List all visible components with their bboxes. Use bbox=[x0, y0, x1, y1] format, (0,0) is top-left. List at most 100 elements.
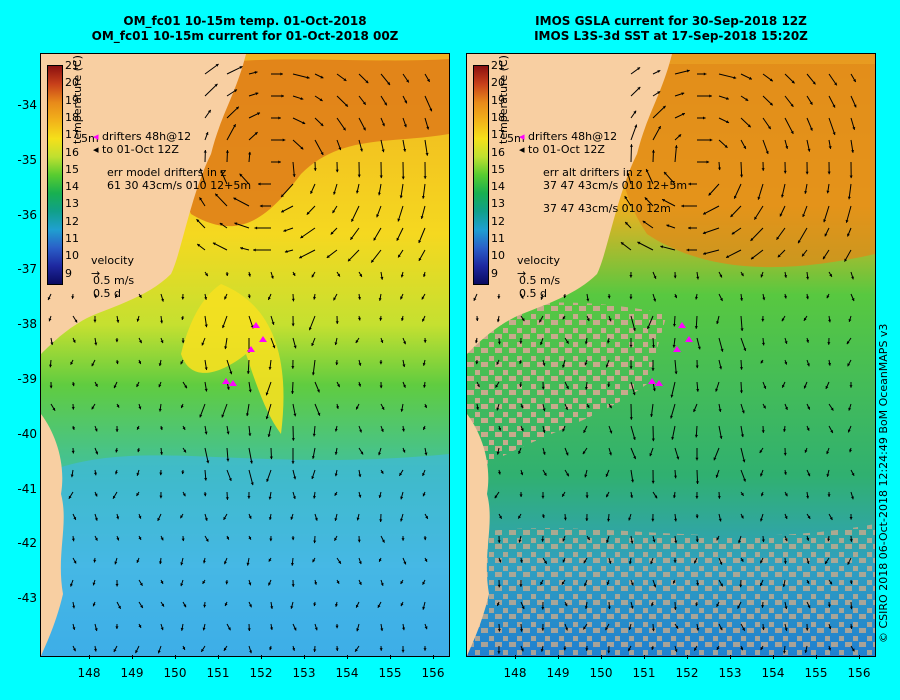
current-vector-head bbox=[688, 226, 691, 230]
current-vector-head bbox=[851, 276, 854, 280]
current-vector-head bbox=[605, 364, 609, 368]
current-vector-head bbox=[334, 428, 338, 432]
current-vector-head bbox=[335, 625, 339, 629]
current-vector-head bbox=[718, 409, 722, 412]
current-vector-head bbox=[71, 383, 75, 387]
right-map-panel[interactable]: 21 20 19 18 17 16 15 14 13 12 11 10 9 temperature (C… bbox=[466, 53, 876, 657]
current-vector-head bbox=[201, 342, 205, 346]
current-vector-head bbox=[658, 126, 661, 130]
current-vector-head bbox=[204, 367, 208, 370]
current-vector-head bbox=[160, 627, 164, 631]
right-land-mass bbox=[467, 54, 672, 354]
current-vector-head bbox=[400, 496, 404, 500]
current-vector-head bbox=[93, 319, 97, 323]
current-vector bbox=[204, 63, 219, 75]
x-axis-label: 149 bbox=[120, 666, 144, 680]
current-vector-head bbox=[645, 169, 649, 173]
current-vector-head bbox=[326, 255, 330, 258]
current-vector bbox=[248, 447, 253, 464]
current-vector-head bbox=[541, 386, 545, 390]
current-vector-head bbox=[519, 494, 523, 497]
current-vector-head bbox=[204, 297, 208, 300]
current-vector-head bbox=[70, 474, 74, 478]
current-vector-head bbox=[71, 296, 75, 299]
current-vector-head bbox=[785, 146, 789, 149]
current-vector-head bbox=[566, 473, 569, 477]
current-vector-head bbox=[539, 319, 542, 323]
current-vector-head bbox=[338, 147, 342, 151]
current-vector-head bbox=[246, 371, 250, 374]
current-vector-head bbox=[494, 495, 498, 499]
current-vector-head bbox=[265, 416, 269, 420]
colorbar-tick-label: 14 bbox=[491, 180, 505, 194]
current-vector-head bbox=[400, 518, 403, 522]
current-vector-head bbox=[694, 560, 697, 564]
current-vector-head bbox=[761, 342, 765, 346]
current-vector-head bbox=[291, 391, 295, 394]
current-vector-head bbox=[423, 537, 427, 541]
current-vector-head bbox=[828, 626, 832, 629]
current-vector-head bbox=[380, 340, 384, 343]
x-axis-label: 150 bbox=[163, 666, 187, 680]
current-vector-head bbox=[373, 237, 377, 241]
colorbar-tick-label: 21 bbox=[491, 59, 505, 72]
current-vector-head bbox=[653, 275, 657, 279]
current-vector-head bbox=[741, 410, 745, 414]
current-vector-head bbox=[311, 372, 315, 376]
current-vector-head bbox=[380, 470, 384, 474]
current-vector-head bbox=[607, 650, 611, 654]
current-vector-head bbox=[254, 71, 258, 74]
current-vector-head bbox=[662, 199, 666, 202]
current-vector-head bbox=[834, 82, 837, 86]
current-vector-head bbox=[337, 273, 340, 277]
current-vector-head bbox=[651, 149, 655, 153]
current-vector bbox=[226, 65, 243, 75]
y-axis-label: -39 bbox=[17, 372, 37, 386]
current-vector-head bbox=[115, 294, 118, 298]
current-vector-head bbox=[319, 98, 323, 101]
current-vector bbox=[718, 73, 737, 79]
current-vector-head bbox=[606, 581, 610, 585]
current-vector-head bbox=[225, 150, 229, 153]
x-axis-label: 156 bbox=[421, 666, 445, 680]
current-vector-head bbox=[651, 438, 655, 442]
current-vector-head bbox=[779, 213, 783, 217]
current-vector-head bbox=[740, 273, 744, 277]
current-vector-head bbox=[768, 126, 771, 130]
current-vector-head bbox=[851, 150, 855, 153]
current-vector-head bbox=[183, 449, 186, 453]
current-vector-head bbox=[542, 451, 546, 455]
current-vector-head bbox=[628, 517, 632, 521]
current-vector-head bbox=[541, 515, 545, 518]
current-vector bbox=[663, 171, 676, 185]
current-vector-head bbox=[381, 149, 385, 153]
current-vector-head bbox=[204, 477, 208, 481]
current-vector-head bbox=[381, 406, 385, 410]
current-vector bbox=[300, 227, 316, 239]
current-vector-head bbox=[697, 346, 701, 350]
current-vector-head bbox=[637, 67, 641, 71]
current-vector-head bbox=[674, 540, 678, 544]
current-vector-head bbox=[582, 451, 586, 455]
current-vector-head bbox=[678, 134, 682, 138]
current-vector-head bbox=[139, 582, 143, 586]
current-vector-head bbox=[542, 408, 546, 412]
current-vector-head bbox=[335, 169, 339, 173]
current-vector bbox=[702, 227, 720, 234]
current-vector-head bbox=[694, 647, 697, 651]
left-map-panel[interactable]: 21 20 19 18 17 16 15 14 13 12 11 10 9 temperature (C… bbox=[40, 53, 450, 657]
current-vector-head bbox=[584, 606, 588, 609]
current-vector-head bbox=[334, 492, 338, 496]
current-vector-head bbox=[675, 625, 679, 629]
right-colorbar bbox=[473, 65, 489, 285]
current-vector-head bbox=[806, 427, 810, 431]
current-vector-head bbox=[401, 176, 405, 180]
current-vector-head bbox=[157, 517, 161, 521]
current-vector-head bbox=[715, 474, 719, 478]
current-vector-head bbox=[139, 340, 142, 344]
current-vector-head bbox=[782, 384, 785, 388]
current-vector-head bbox=[183, 604, 187, 608]
current-vector-head bbox=[313, 603, 317, 607]
current-vector-head bbox=[360, 451, 364, 455]
current-vector-head bbox=[73, 560, 77, 564]
